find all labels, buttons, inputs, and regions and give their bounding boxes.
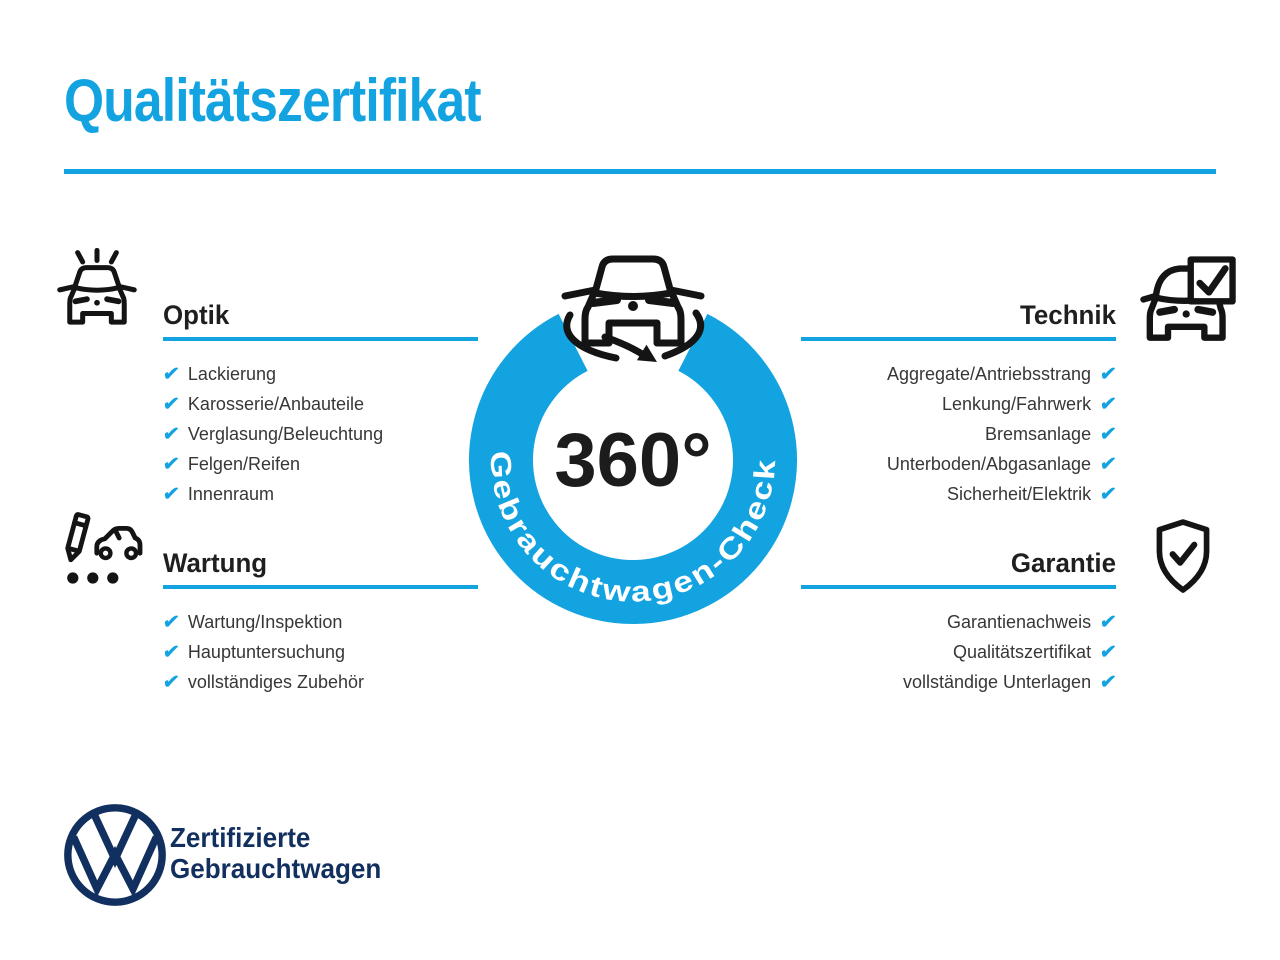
section-garantie: Garantie Garantienachweis ✔ Qualitätszert… bbox=[801, 548, 1118, 697]
check-icon: ✔ bbox=[161, 423, 181, 445]
list-item: Bremsanlage ✔ bbox=[801, 419, 1118, 449]
section-title-optik: Optik bbox=[163, 300, 230, 330]
list-item-label: Felgen/Reifen bbox=[187, 453, 300, 474]
list-item: vollständige Unterlagen ✔ bbox=[801, 667, 1118, 697]
service-note-icon bbox=[52, 510, 144, 590]
section-wartung: Wartung ✔ Wartung/Inspektion ✔ Hauptunters… bbox=[161, 548, 478, 697]
badge-value: 360° bbox=[554, 418, 711, 503]
list-item: Unterboden/Abgasanlage ✔ bbox=[801, 449, 1118, 479]
check-icon: ✔ bbox=[1098, 641, 1118, 663]
list-item-label: Sicherheit/Elektrik bbox=[947, 483, 1092, 504]
section-divider bbox=[801, 337, 1116, 341]
360-check-badge: Gebrauchtwagen-Check 360° bbox=[433, 240, 833, 660]
check-icon: ✔ bbox=[161, 483, 181, 505]
list-item-label: Hauptuntersuchung bbox=[187, 641, 346, 662]
section-title-wartung: Wartung bbox=[163, 548, 268, 578]
section-title-garantie: Garantie bbox=[1010, 548, 1116, 578]
checklist-technik: Aggregate/Antriebsstrang ✔ Lenkung/Fahrwe… bbox=[801, 359, 1118, 509]
list-item-label: Unterboden/Abgasanlage bbox=[886, 453, 1092, 474]
checklist-garantie: Garantienachweis ✔ Qualitätszertifikat ✔ v… bbox=[801, 607, 1118, 697]
vw-logo bbox=[62, 802, 168, 908]
check-icon: ✔ bbox=[1098, 453, 1118, 475]
check-icon: ✔ bbox=[161, 641, 181, 663]
checklist-optik: ✔ Lackierung ✔ Karosserie/Anbauteile ✔ Verg… bbox=[161, 359, 478, 509]
check-icon: ✔ bbox=[161, 611, 181, 633]
list-item-label: Bremsanlage bbox=[985, 423, 1092, 444]
list-item-label: Lackierung bbox=[187, 363, 276, 384]
list-item: Qualitätszertifikat ✔ bbox=[801, 637, 1118, 667]
section-divider bbox=[163, 337, 478, 341]
list-item-label: Verglasung/Beleuchtung bbox=[187, 423, 384, 444]
list-item: Sicherheit/Elektrik ✔ bbox=[801, 479, 1118, 509]
list-item-label: Karosserie/Anbauteile bbox=[187, 393, 365, 414]
list-item: Garantienachweis ✔ bbox=[801, 607, 1118, 637]
list-item: ✔ vollständiges Zubehör bbox=[161, 667, 478, 697]
list-item-label: Lenkung/Fahrwerk bbox=[941, 393, 1092, 414]
section-divider bbox=[163, 585, 478, 589]
list-item: ✔ Karosserie/Anbauteile bbox=[161, 389, 478, 419]
check-icon: ✔ bbox=[161, 671, 181, 693]
list-item: ✔ Lackierung bbox=[161, 359, 478, 389]
check-icon: ✔ bbox=[1098, 363, 1118, 385]
list-item-label: vollständiges Zubehör bbox=[187, 671, 365, 692]
check-icon: ✔ bbox=[161, 393, 181, 415]
check-icon: ✔ bbox=[1098, 483, 1118, 505]
list-item: ✔ Wartung/Inspektion bbox=[161, 607, 478, 637]
list-item: ✔ Felgen/Reifen bbox=[161, 449, 478, 479]
list-item: Aggregate/Antriebsstrang ✔ bbox=[801, 359, 1118, 389]
check-icon: ✔ bbox=[1098, 393, 1118, 415]
list-item-label: Garantienachweis bbox=[946, 611, 1092, 632]
section-technik: Technik Aggregate/Antriebsstrang ✔ Lenkun… bbox=[801, 300, 1118, 509]
shield-check-icon bbox=[1150, 517, 1216, 597]
checklist-wartung: ✔ Wartung/Inspektion ✔ Hauptuntersuchung ✔… bbox=[161, 607, 478, 697]
list-item-label: Aggregate/Antriebsstrang bbox=[886, 363, 1092, 384]
list-item-label: vollständige Unterlagen bbox=[902, 671, 1092, 692]
brand-wordmark: Zertifizierte Gebrauchtwagen bbox=[170, 822, 381, 884]
car-shine-icon bbox=[54, 248, 140, 326]
check-icon: ✔ bbox=[1098, 423, 1118, 445]
list-item: ✔ Innenraum bbox=[161, 479, 478, 509]
check-icon: ✔ bbox=[161, 453, 181, 475]
list-item-label: Wartung/Inspektion bbox=[187, 611, 343, 632]
brand-line-2: Gebrauchtwagen bbox=[170, 853, 382, 884]
car-rotation-icon bbox=[561, 255, 705, 362]
list-item-label: Innenraum bbox=[187, 483, 274, 504]
list-item: ✔ Hauptuntersuchung bbox=[161, 637, 478, 667]
title-divider bbox=[64, 169, 1216, 174]
list-item-label: Qualitätszertifikat bbox=[953, 641, 1092, 662]
badge-ring bbox=[469, 313, 797, 625]
check-icon: ✔ bbox=[1098, 611, 1118, 633]
car-checkbox-icon bbox=[1138, 254, 1238, 345]
section-divider bbox=[801, 585, 1116, 589]
check-icon: ✔ bbox=[1098, 671, 1118, 693]
section-title-technik: Technik bbox=[1019, 300, 1116, 330]
list-item: Lenkung/Fahrwerk ✔ bbox=[801, 389, 1118, 419]
section-optik: Optik ✔ Lackierung ✔ Karosserie/Anbauteile… bbox=[161, 300, 478, 509]
brand-line-1: Zertifizierte bbox=[170, 822, 311, 853]
page-title: Qualitätszertifikat bbox=[64, 67, 482, 134]
list-item: ✔ Verglasung/Beleuchtung bbox=[161, 419, 478, 449]
check-icon: ✔ bbox=[161, 363, 181, 385]
